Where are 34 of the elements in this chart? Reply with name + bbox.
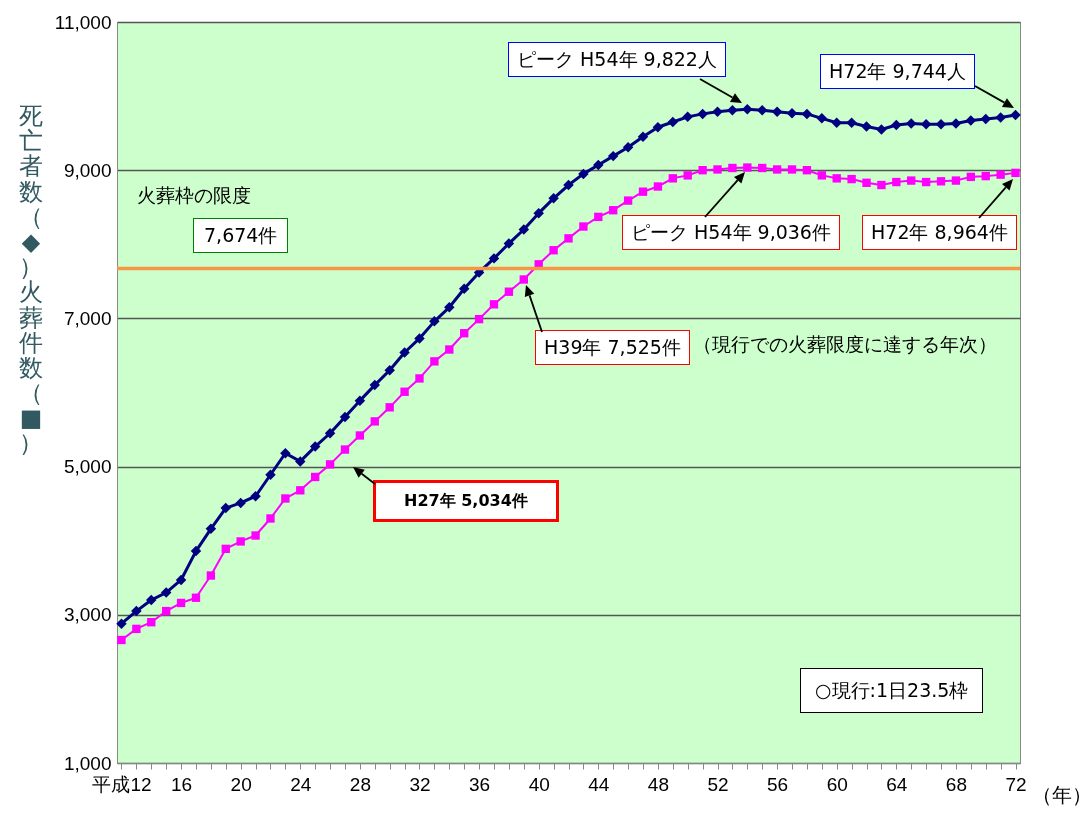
x-tick-label: 36 [469, 773, 491, 795]
y-tick-label: 7,000 [63, 307, 112, 329]
y-tick-label: 1,000 [63, 752, 112, 774]
x-tick-label: 28 [349, 773, 371, 795]
x-tick-label: 16 [171, 773, 193, 795]
annotation: H72年 9,744人 [820, 54, 975, 89]
annotation: H39年 7,525件 [535, 330, 690, 365]
text-box: H27年 5,034件 [373, 480, 559, 522]
x-tick-label: 60 [826, 773, 848, 795]
text: 死亡者数（◆）火葬件数（■） [19, 102, 43, 458]
x-tick-label: 68 [945, 773, 967, 795]
annotation: 火葬枠の限度 [137, 184, 251, 206]
x-tick-label: 20 [230, 773, 252, 795]
annotation: ○現行:1日23.5枠 [800, 668, 984, 713]
x-tick-label: 64 [886, 773, 908, 795]
annotation: （現行での火葬限度に達する年次） [693, 333, 997, 355]
x-tick-label: 平成12 [92, 773, 152, 795]
ref-line-label: 7,674件 [193, 218, 289, 254]
x-axis-title: （年） [1032, 783, 1087, 807]
annotation: H72年 8,964件 [862, 215, 1017, 250]
x-tick-label: 44 [588, 773, 610, 795]
x-tick-label: 40 [528, 773, 550, 795]
annotation: ピーク H54年 9,822人 [508, 42, 726, 77]
x-tick-label: 24 [290, 773, 312, 795]
x-tick-label: 52 [707, 773, 729, 795]
x-tick-label: 72 [1005, 773, 1027, 795]
annotation: ピーク H54年 9,036件 [622, 215, 840, 250]
y-tick-label: 9,000 [63, 159, 112, 181]
x-tick-label: 48 [647, 773, 669, 795]
x-tick-label: 56 [767, 773, 789, 795]
y-tick-label: 5,000 [63, 456, 112, 478]
x-tick-label: 32 [409, 773, 431, 795]
y-tick-label: 11,000 [54, 11, 112, 33]
y-tick-label: 3,000 [63, 604, 112, 626]
